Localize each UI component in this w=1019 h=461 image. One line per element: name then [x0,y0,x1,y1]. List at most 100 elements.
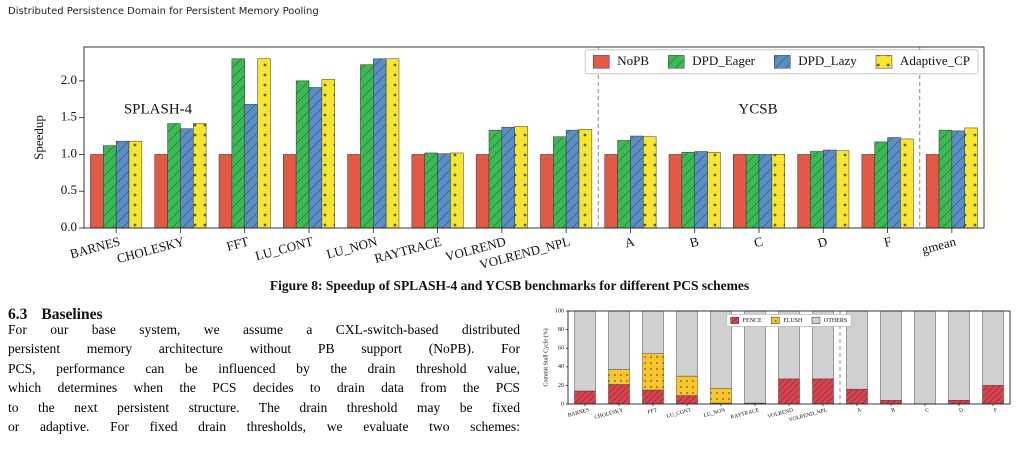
x-tick-label: F [882,234,893,250]
section-heading: 6.3 Baselines [8,306,117,324]
legend-swatch [667,55,685,69]
x-tick-label: A [623,233,637,250]
x-tick-label: BARNES [68,234,121,262]
bar [90,154,104,229]
text-line: persistent memory architecture without P… [8,341,520,357]
x-tick-label: RAYTRACE [373,234,443,266]
y-tick-label: 1.5 [61,109,77,124]
bar-segment [846,388,868,405]
legend-swatch [875,55,893,69]
x-tick-label: F [993,407,998,414]
legend-swatch [811,316,821,324]
bar-segment [982,385,1004,405]
bar-segment [608,384,630,405]
y-axis-label: Commit Stall Cycle (%) [542,328,549,386]
x-tick-label: B [688,234,701,251]
bar [437,153,451,229]
y-tick-label: 20 [558,383,564,389]
x-tick-label: LU_NON [703,407,726,418]
bar-segment [574,390,596,405]
bar [771,154,785,229]
legend: NoPB DPD_Eager DPD_Lazy Adaptive_CP [584,49,979,75]
x-tick-label: FFT [225,234,251,254]
bar-segment [574,310,596,392]
bar [925,154,940,229]
plot-frame [83,46,985,229]
bar [861,154,875,229]
annotation: YCSB [738,101,777,117]
x-tick-label: LU_CONT [666,407,692,419]
x-tick-label: A [856,407,861,414]
bar [707,151,721,229]
bar [565,129,580,229]
bar [643,136,657,229]
legend-swatch [773,55,791,69]
bar-segment [608,369,630,385]
x-tick-label: C [752,234,764,251]
bar [231,58,245,229]
bar [617,140,631,229]
y-tick-label: 0 [561,401,564,407]
legend-label: Adaptive_CP [900,53,970,68]
bar-segment [778,378,800,405]
bar [514,126,528,229]
bar [308,87,323,229]
bar [193,123,207,229]
legend-label: DPD_Lazy [798,53,857,68]
bar [360,64,374,229]
bar [964,127,978,229]
bar [424,152,438,229]
bar-segment [880,400,902,405]
bar [823,149,837,229]
bar [668,154,683,229]
bar [681,151,695,229]
bar [874,141,888,229]
x-tick-label: LU_CONT [253,234,314,264]
bar [900,138,914,229]
legend-label: OTHERS [824,318,847,324]
y-tick-label: 40 [558,364,564,370]
y-tick-label: 0.5 [61,182,77,197]
bar [450,152,464,229]
text-line: or adaptive. For fixed drain thresholds,… [8,419,520,434]
bar [540,154,554,229]
bar-segment [676,395,698,405]
legend-label: FENCE [743,318,762,324]
y-tick-label: 60 [558,346,564,352]
annotation: SPLASH-4 [124,101,193,117]
bar-segment [812,378,834,405]
bar [553,136,567,229]
bar-segment [642,389,664,405]
bar-segment [710,387,732,404]
bar [475,154,490,229]
bar-segment [948,400,970,405]
bar-segment [982,310,1004,386]
bar [411,154,425,229]
bar [694,151,708,229]
y-tick-label: 80 [558,327,564,333]
bar [501,126,515,229]
bar [887,137,901,229]
text-line: For our base system, we assume a CXL-swi… [8,322,520,337]
x-tick-label: RAYTRACE [730,407,760,421]
bar [938,129,953,229]
x-tick-label: VOLREND_NPL [788,407,828,423]
x-tick-label: FFT [647,407,658,415]
bar-segment [676,375,698,396]
bar [745,154,760,229]
bar [244,104,258,229]
bar [733,154,747,229]
y-tick-label: 1.0 [61,145,77,160]
bar [810,151,824,229]
bar [578,129,593,229]
text-line: PCS, performance can be influenced by th… [8,360,520,376]
bar [951,130,965,229]
x-tick-label: gmean [920,233,958,257]
bar [167,123,181,229]
bar [630,135,644,229]
bar [835,150,850,229]
running-header: Distributed Persistence Domain for Persi… [8,6,319,17]
bar [257,58,271,229]
